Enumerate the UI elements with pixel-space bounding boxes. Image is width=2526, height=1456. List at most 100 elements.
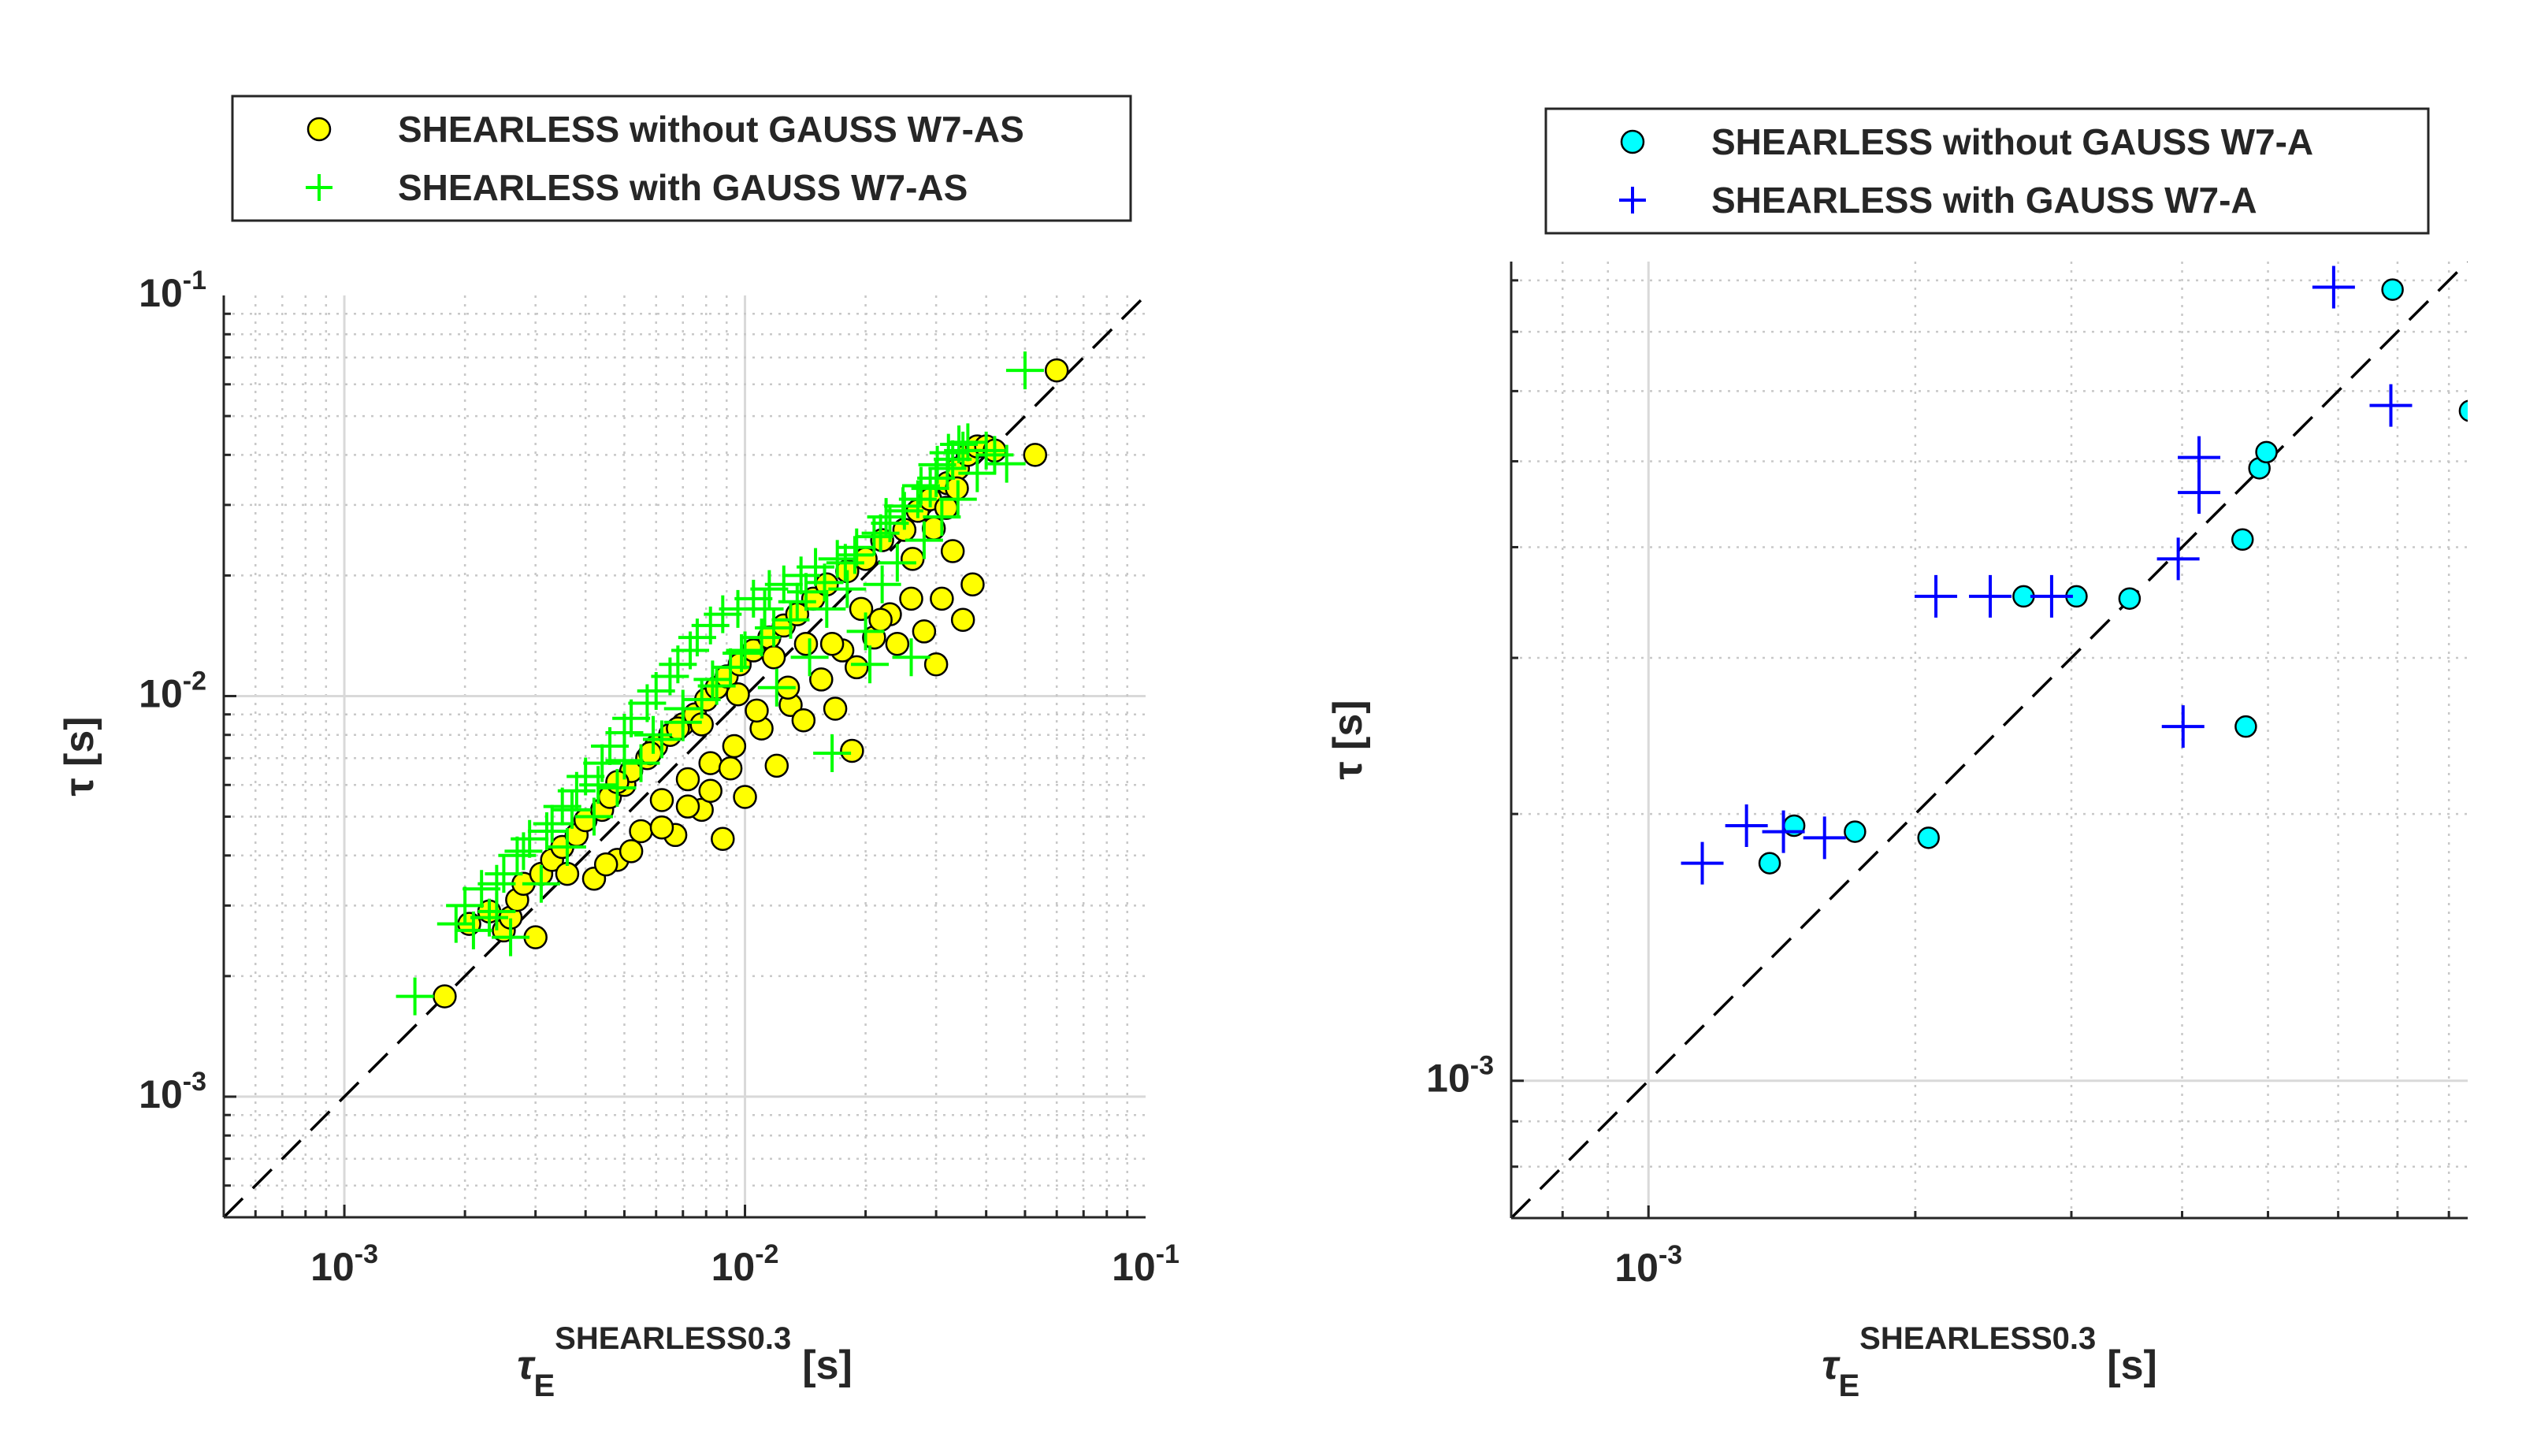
data-point bbox=[791, 708, 816, 733]
legend-plus-marker bbox=[1619, 187, 1646, 214]
data-point bbox=[930, 586, 954, 611]
data-point bbox=[522, 864, 560, 903]
data-point bbox=[809, 667, 834, 692]
data-point bbox=[718, 756, 743, 781]
data-point bbox=[548, 828, 586, 867]
data-point bbox=[605, 741, 644, 780]
data-point bbox=[552, 790, 591, 829]
data-point bbox=[750, 570, 789, 608]
x-axis-label: τESHEARLESS0.3[s] bbox=[1822, 1321, 2157, 1403]
data-point bbox=[722, 734, 747, 759]
legend: SHEARLESS without GAUSS W7-A SHEARLESS wi… bbox=[1544, 107, 2430, 235]
data-point bbox=[901, 466, 940, 505]
data-point bbox=[958, 454, 997, 492]
data-point bbox=[642, 720, 681, 759]
data-point bbox=[923, 498, 961, 537]
x-tick-label: 10-3 bbox=[1614, 1240, 1682, 1290]
data-point bbox=[818, 540, 856, 578]
data-point bbox=[745, 589, 784, 628]
data-point bbox=[867, 498, 905, 537]
y-tick-label: 10-3 bbox=[139, 1067, 206, 1116]
data-point bbox=[1844, 820, 1867, 843]
data-point bbox=[2381, 278, 2404, 301]
data-point bbox=[396, 977, 434, 1016]
data-point bbox=[470, 898, 508, 937]
data-point bbox=[912, 619, 937, 644]
data-point bbox=[899, 586, 923, 611]
data-point bbox=[711, 826, 735, 852]
x-tick-label: 10-1 bbox=[1112, 1239, 1179, 1289]
data-point bbox=[861, 514, 900, 552]
data-point bbox=[755, 608, 793, 647]
data-point bbox=[849, 596, 874, 622]
data-point bbox=[2231, 528, 2254, 552]
data-point bbox=[2178, 436, 2221, 479]
data-point bbox=[675, 794, 700, 819]
data-point bbox=[2030, 574, 2073, 618]
data-point bbox=[761, 644, 786, 670]
legend-label: SHEARLESS without GAUSS W7-A bbox=[1711, 121, 2313, 162]
data-point bbox=[863, 565, 901, 604]
data-point bbox=[726, 682, 750, 707]
data-point bbox=[555, 861, 580, 886]
data-point bbox=[786, 573, 825, 611]
data-point bbox=[2255, 440, 2278, 464]
data-point bbox=[612, 699, 651, 737]
data-point bbox=[828, 570, 867, 608]
legend-box bbox=[1544, 107, 2430, 235]
data-point bbox=[1915, 574, 1958, 618]
data-point bbox=[1023, 443, 1048, 467]
y-axis-label: τ [s] bbox=[1325, 700, 1371, 779]
data-point bbox=[1005, 351, 1044, 390]
data-point bbox=[934, 440, 972, 478]
data-point bbox=[533, 804, 571, 843]
series-plus-markers bbox=[396, 351, 1044, 1016]
legend-circle-marker bbox=[1620, 129, 1645, 154]
data-point bbox=[805, 563, 844, 602]
data-point bbox=[557, 771, 596, 810]
data-point bbox=[923, 652, 949, 677]
legend-label: SHEARLESS with GAUSS W7-AS bbox=[398, 167, 968, 208]
data-point bbox=[477, 864, 516, 903]
data-point bbox=[1681, 841, 1724, 885]
data-point bbox=[698, 751, 723, 775]
data-point bbox=[813, 734, 852, 773]
legend-label: SHEARLESS with GAUSS W7-A bbox=[1711, 180, 2257, 221]
legend-label: SHEARLESS without GAUSS W7-AS bbox=[398, 109, 1024, 150]
data-point bbox=[2312, 266, 2355, 309]
data-point bbox=[790, 638, 829, 677]
data-point bbox=[527, 812, 566, 850]
data-point bbox=[446, 886, 485, 925]
data-point bbox=[950, 607, 975, 632]
data-point bbox=[823, 696, 848, 721]
data-points bbox=[1681, 266, 2468, 885]
data-point bbox=[663, 689, 702, 728]
data-point bbox=[583, 744, 622, 782]
data-point bbox=[1725, 804, 1768, 847]
series-circles bbox=[433, 358, 1069, 1008]
x-tick-label: 10-3 bbox=[310, 1239, 378, 1289]
data-point bbox=[960, 572, 985, 596]
data-point bbox=[745, 698, 769, 723]
data-point bbox=[2369, 384, 2413, 427]
left-scatter-panel: 10-3 10-2 10-1 10-3 10-2 10-1 τ [s] τESHEARLESS… bbox=[57, 95, 1179, 1403]
data-point bbox=[2118, 587, 2142, 610]
data-point bbox=[2161, 705, 2205, 748]
data-point bbox=[900, 547, 925, 571]
data-point bbox=[579, 766, 618, 804]
data-point bbox=[2234, 715, 2257, 738]
data-point bbox=[878, 544, 916, 582]
data-point bbox=[698, 778, 723, 804]
identity-line bbox=[1511, 262, 2468, 1218]
data-point bbox=[967, 431, 1005, 470]
data-point bbox=[757, 668, 796, 707]
data-point bbox=[693, 660, 732, 699]
data-point bbox=[764, 753, 789, 778]
x-tick-label: 10-2 bbox=[711, 1239, 779, 1289]
data-point bbox=[911, 469, 949, 507]
data-point bbox=[987, 444, 1026, 483]
y-tick-label: 10-3 bbox=[1426, 1051, 1494, 1101]
data-point bbox=[649, 788, 674, 812]
data-point bbox=[885, 631, 910, 656]
data-points bbox=[396, 351, 1069, 1016]
